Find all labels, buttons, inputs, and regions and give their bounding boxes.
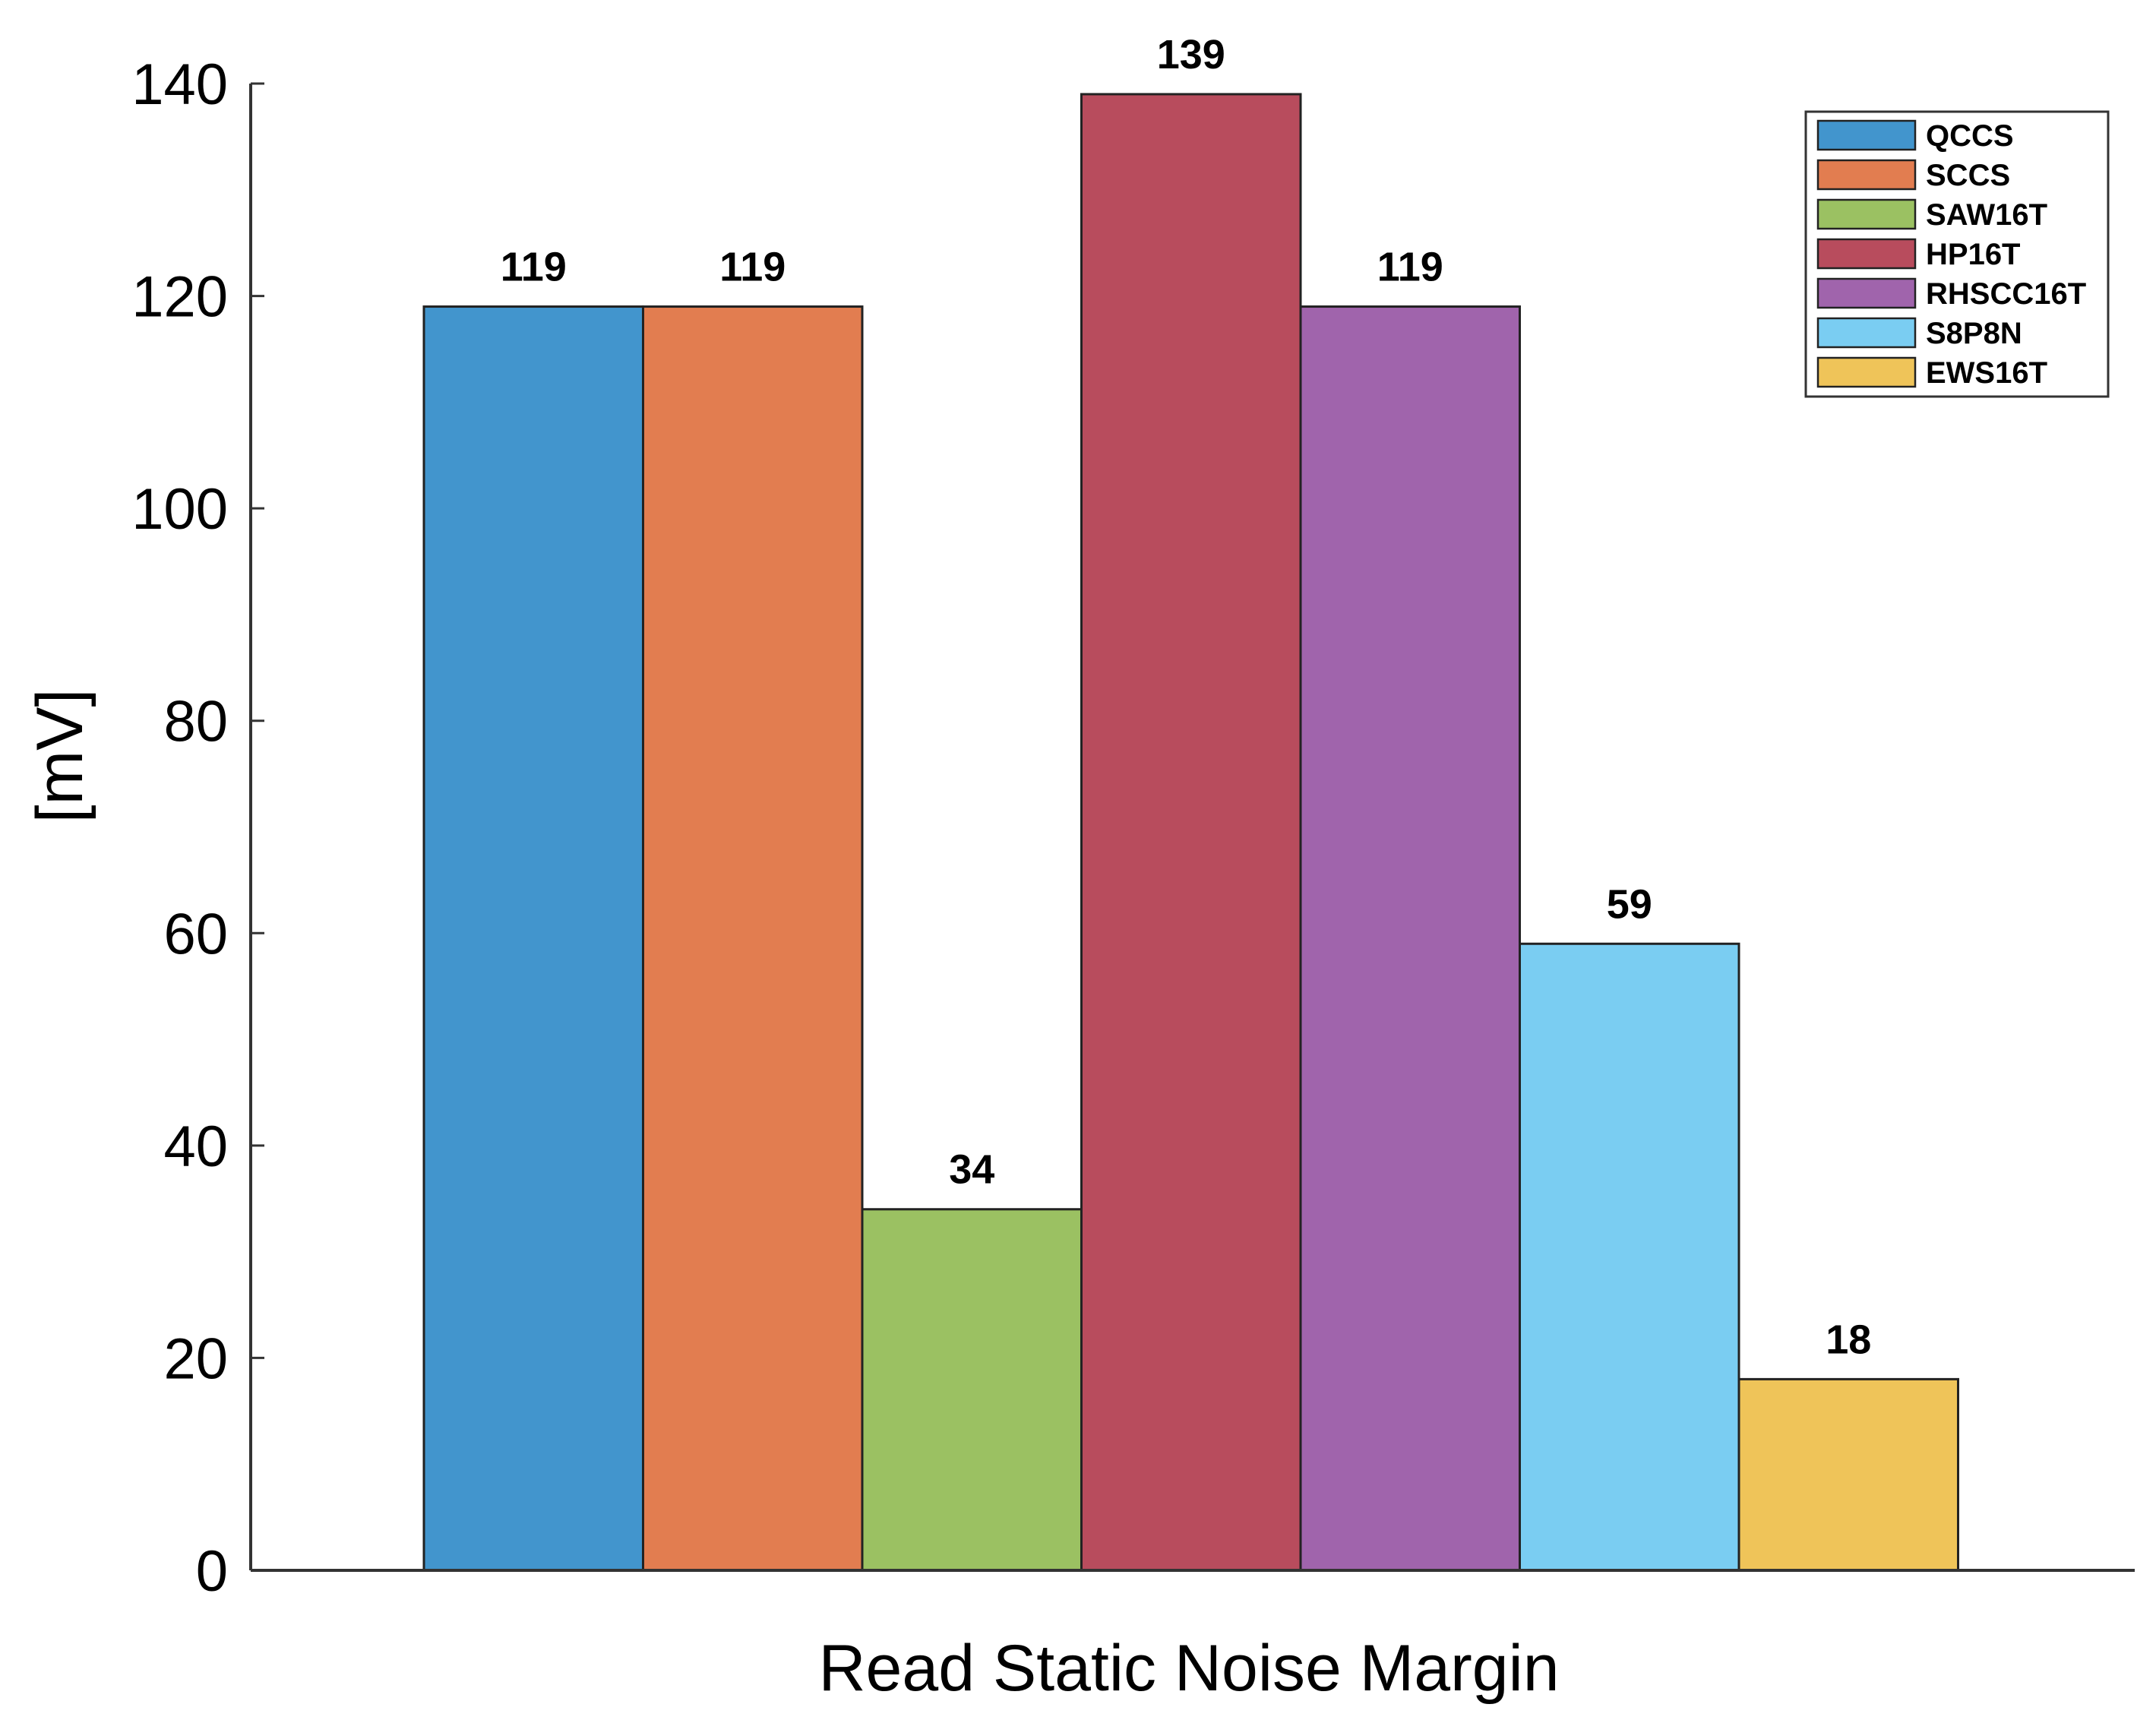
y-tick-label: 60 bbox=[163, 902, 228, 966]
legend-swatch-qccs bbox=[1816, 119, 1917, 151]
bar-s8p8n bbox=[1519, 942, 1740, 1572]
bar-hp16t bbox=[1080, 93, 1302, 1572]
y-tick-label: 100 bbox=[131, 477, 228, 542]
y-tick-label: 120 bbox=[131, 265, 228, 330]
legend-label-sccs: SCCS bbox=[1926, 159, 2010, 192]
data-label-qccs: 119 bbox=[501, 245, 567, 290]
legend-label-s8p8n: S8P8N bbox=[1926, 317, 2022, 350]
y-ticks-group: 0 20 40 60 80 100 120 140 bbox=[131, 52, 264, 1604]
legend-items-group: QCCS SCCS SAW16T HP16T RHSCC16T S8P8N EWS16T bbox=[1816, 119, 2086, 390]
axes-group bbox=[249, 84, 2135, 1572]
bar-ews16t bbox=[1737, 1377, 1959, 1572]
legend-label-saw16t: SAW16T bbox=[1926, 198, 2047, 232]
data-label-sccs: 119 bbox=[719, 245, 786, 290]
legend-swatch-sccs bbox=[1816, 159, 1917, 191]
legend-label-ews16t: EWS16T bbox=[1926, 356, 2047, 390]
data-labels-group: 119 119 34 139 119 59 18 bbox=[501, 32, 1872, 1362]
x-axis-title: Read Static Noise Margin bbox=[818, 1632, 1559, 1705]
legend-swatch-rhscc16t bbox=[1816, 277, 1917, 309]
bar-qccs bbox=[422, 305, 644, 1572]
y-tick-label: 20 bbox=[163, 1326, 228, 1391]
data-label-rhscc16t: 119 bbox=[1377, 245, 1443, 290]
y-tick-label: 140 bbox=[131, 52, 228, 117]
data-label-s8p8n: 59 bbox=[1607, 881, 1652, 927]
legend-label-qccs: QCCS bbox=[1926, 119, 2014, 153]
legend-swatch-s8p8n bbox=[1816, 317, 1917, 349]
bars-group bbox=[422, 93, 1959, 1572]
data-label-saw16t: 34 bbox=[949, 1147, 994, 1193]
y-axis-title: [mV] bbox=[24, 689, 96, 824]
bar-saw16t bbox=[861, 1208, 1083, 1572]
data-label-hp16t: 139 bbox=[1157, 32, 1225, 77]
legend-swatch-ews16t bbox=[1816, 356, 1917, 388]
data-label-ews16t: 18 bbox=[1826, 1317, 1871, 1362]
legend-label-rhscc16t: RHSCC16T bbox=[1926, 277, 2086, 311]
y-tick-label: 0 bbox=[196, 1539, 228, 1604]
bar-rhscc16t bbox=[1299, 305, 1521, 1572]
bar-sccs bbox=[642, 305, 864, 1572]
legend-swatch-saw16t bbox=[1816, 198, 1917, 230]
legend-label-hp16t: HP16T bbox=[1926, 238, 2021, 271]
y-tick-label: 40 bbox=[163, 1115, 228, 1179]
y-tick-label: 80 bbox=[163, 690, 228, 754]
legend-swatch-hp16t bbox=[1816, 238, 1917, 270]
legend: QCCS SCCS SAW16T HP16T RHSCC16T S8P8N EWS16T bbox=[1804, 110, 2110, 398]
